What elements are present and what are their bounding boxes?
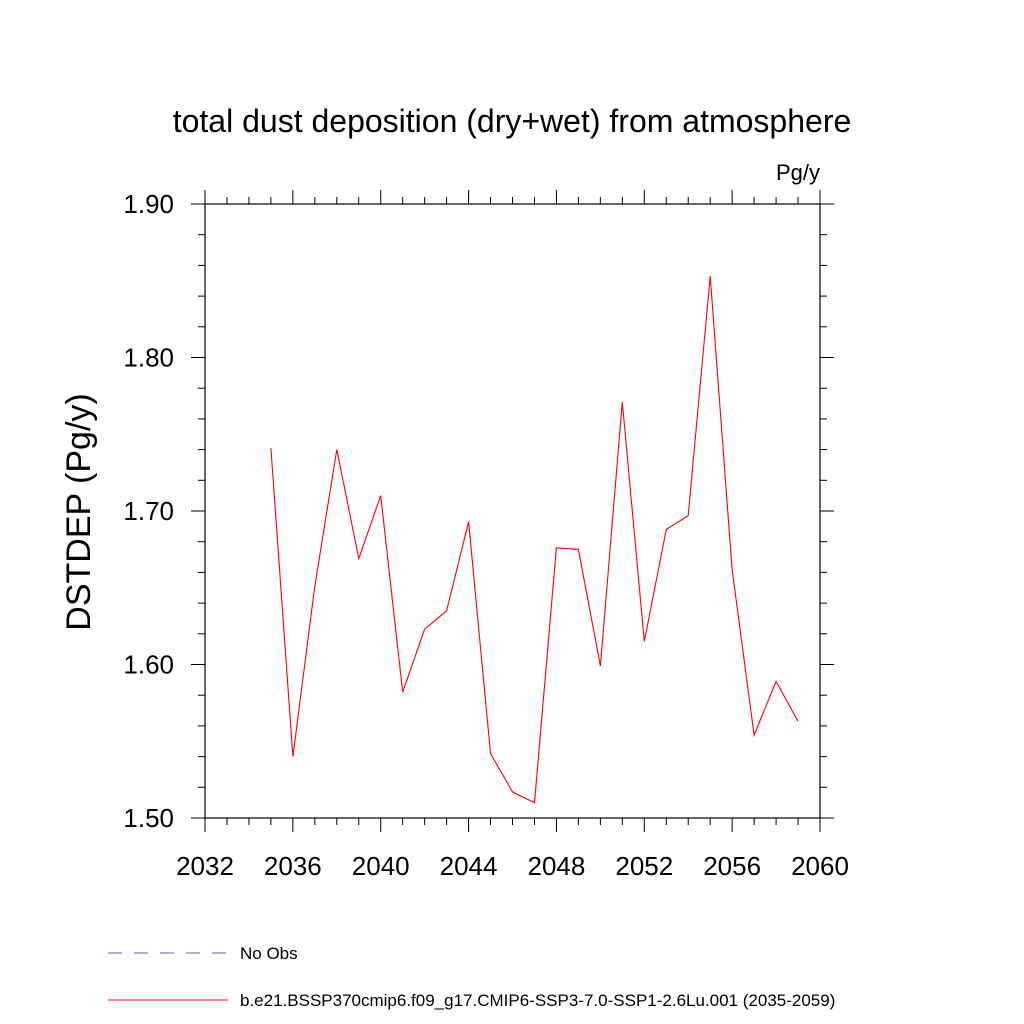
y-tick-label: 1.70: [123, 496, 174, 526]
legend-label-no-obs: No Obs: [240, 944, 298, 963]
y-tick-labels: 1.50 1.60 1.70 1.80 1.90: [123, 189, 174, 833]
chart-title: total dust deposition (dry+wet) from atm…: [173, 103, 852, 139]
x-tick-label: 2040: [352, 851, 410, 881]
x-tick-label: 2032: [176, 851, 234, 881]
x-tick-label: 2044: [440, 851, 498, 881]
x-tick-label: 2060: [791, 851, 849, 881]
units-label: Pg/y: [776, 160, 820, 185]
x-tick-label: 2036: [264, 851, 322, 881]
axis-ticks: [191, 190, 834, 832]
y-tick-label: 1.60: [123, 650, 174, 680]
legend: No Obs b.e21.BSSP370cmip6.f09_g17.CMIP6-…: [108, 944, 835, 1010]
series-group: [270, 276, 799, 804]
x-tick-labels: 2032 2036 2040 2044 2048 2052 2056 2060: [176, 851, 849, 881]
y-tick-label: 1.90: [123, 189, 174, 219]
series-line: [270, 276, 799, 804]
x-tick-label: 2056: [703, 851, 761, 881]
x-tick-label: 2048: [528, 851, 586, 881]
y-tick-label: 1.50: [123, 803, 174, 833]
legend-label-model: b.e21.BSSP370cmip6.f09_g17.CMIP6-SSP3-7.…: [240, 991, 835, 1010]
x-tick-label: 2052: [615, 851, 673, 881]
y-axis-label: DSTDEP (Pg/y): [60, 393, 98, 630]
y-tick-label: 1.80: [123, 343, 174, 373]
